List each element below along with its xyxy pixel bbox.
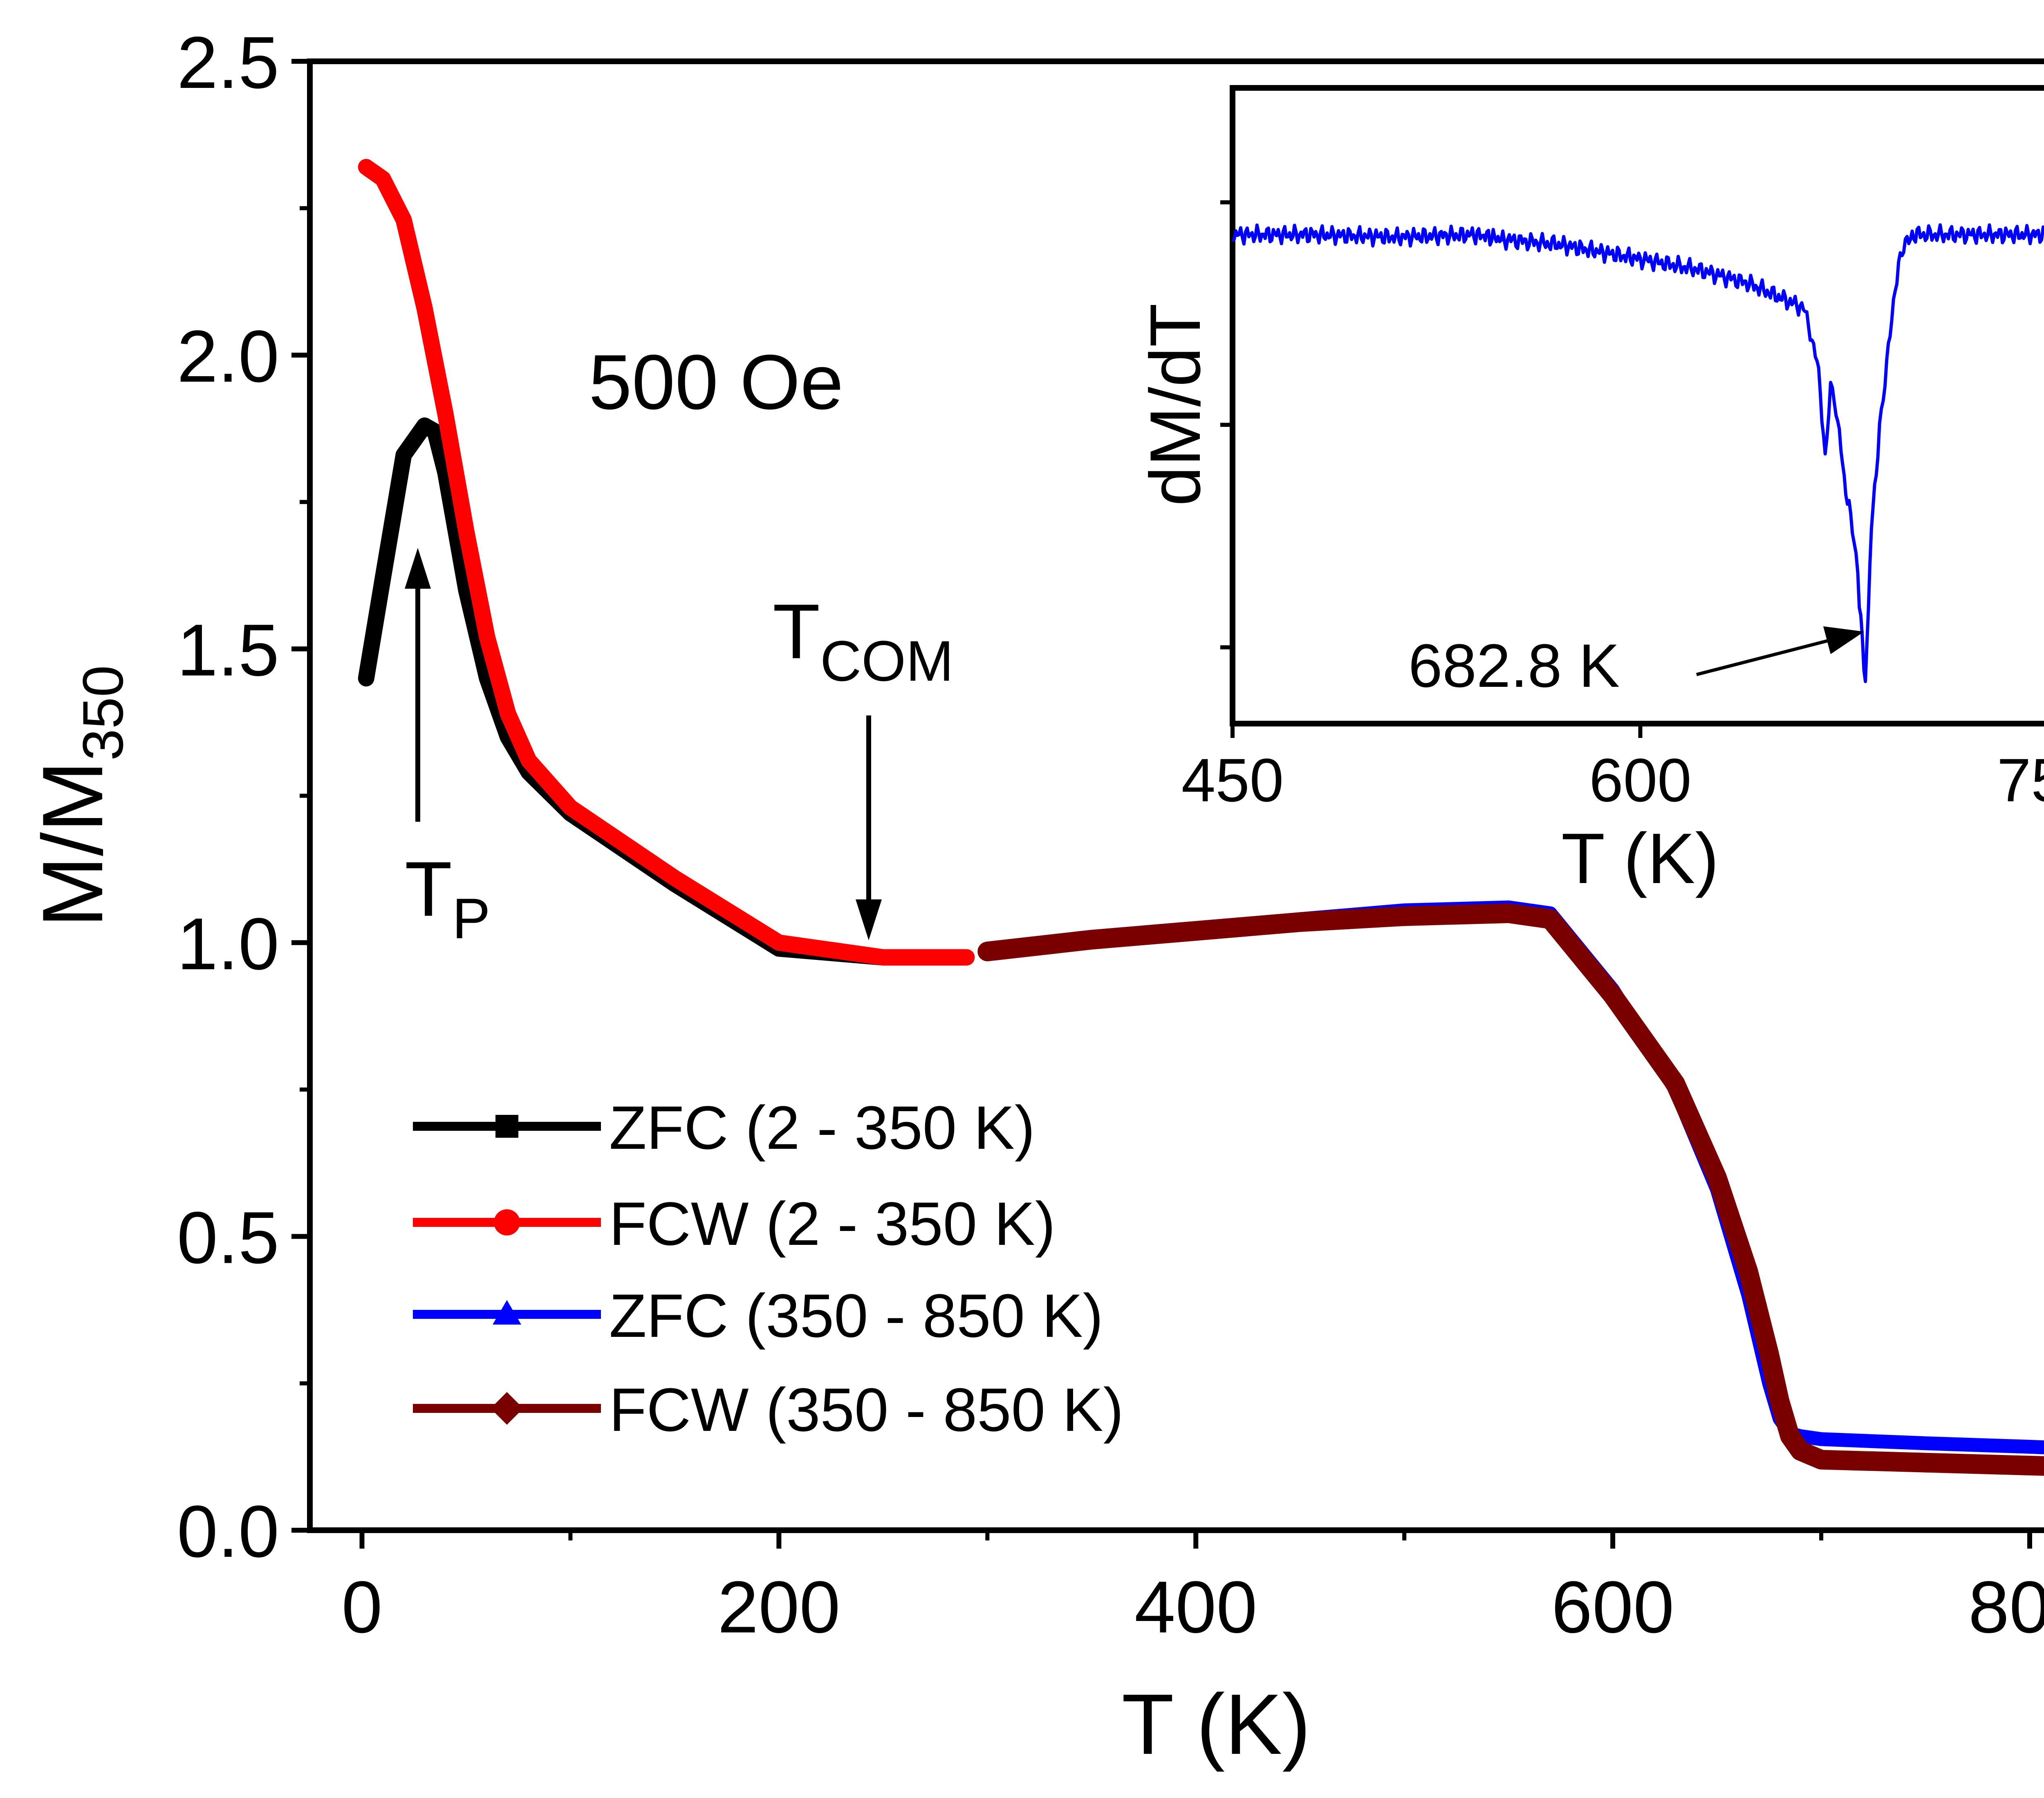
legend: ZFC (2 - 350 K) FCW (2 - 350 K) ZFC (350… bbox=[413, 1093, 1124, 1444]
y-tick-label: 0.5 bbox=[177, 1197, 279, 1279]
y-tick-label: 2.5 bbox=[177, 22, 279, 104]
tp-label: TP bbox=[405, 846, 490, 951]
legend-item: FCW (350 - 850 K) bbox=[413, 1375, 1124, 1444]
legend-label: ZFC (2 - 350 K) bbox=[609, 1093, 1035, 1162]
legend-marker-square bbox=[495, 1115, 518, 1138]
legend-marker-circle bbox=[494, 1209, 520, 1235]
legend-label: FCW (350 - 850 K) bbox=[609, 1375, 1124, 1444]
series-line bbox=[977, 903, 2044, 1476]
main-series-group bbox=[358, 159, 2044, 1476]
x-tick-label: 200 bbox=[717, 1566, 840, 1648]
legend-item: ZFC (350 - 850 K) bbox=[413, 1281, 1103, 1350]
series-line bbox=[358, 159, 975, 966]
y-axis-label: M/M350 bbox=[25, 665, 135, 928]
y-tick-label: 1.0 bbox=[177, 903, 279, 985]
inset-ticks-group: 450 600 750 bbox=[1181, 200, 2044, 814]
main-plot: 0 200 400 600 800 0.0 0.5 1.0 1.5 2.0 2.5 T (K) M/… bbox=[25, 22, 2044, 1772]
x-tick-label: 600 bbox=[1551, 1566, 1674, 1648]
legend-item: FCW (2 - 350 K) bbox=[413, 1189, 1056, 1258]
inset-series-group bbox=[1231, 223, 2044, 683]
x-tick-label: 0 bbox=[341, 1566, 382, 1648]
inset-series-line bbox=[1231, 223, 2044, 683]
inset-y-axis-label: dM/dT bbox=[1136, 303, 1215, 506]
legend-marker-diamond bbox=[491, 1392, 523, 1425]
y-tick-label: 2.0 bbox=[177, 316, 279, 398]
x-tick-label: 400 bbox=[1134, 1566, 1257, 1648]
tcom-arrow-head bbox=[856, 899, 882, 940]
y-tick-label: 1.5 bbox=[177, 609, 279, 691]
inset-x-tick-label: 600 bbox=[1589, 746, 1691, 814]
series-line bbox=[980, 900, 2044, 1455]
tcom-label: TCOM bbox=[773, 588, 954, 693]
inset-plot-frame bbox=[1230, 85, 2044, 726]
inset-x-tick-label: 750 bbox=[1997, 746, 2044, 814]
inset-plot: 450 600 750 T (K) dM/dT 682.8 K bbox=[1136, 85, 2044, 899]
tp-arrow-head bbox=[405, 548, 431, 589]
inset-peak-arrow-head bbox=[1823, 626, 1864, 654]
legend-item: ZFC (2 - 350 K) bbox=[413, 1093, 1035, 1162]
main-ticks-group: 0 200 400 600 800 0.0 0.5 1.0 1.5 2.0 2.5 bbox=[177, 22, 2044, 1648]
legend-label: FCW (2 - 350 K) bbox=[609, 1189, 1056, 1258]
inset-peak-annotation: 682.8 K bbox=[1408, 631, 1620, 700]
x-tick-label: 800 bbox=[1968, 1566, 2044, 1648]
legend-label: ZFC (350 - 850 K) bbox=[609, 1281, 1103, 1350]
field-annotation: 500 Oe bbox=[589, 339, 843, 426]
y-tick-label: 0.0 bbox=[177, 1491, 279, 1573]
legend-marker-triangle bbox=[493, 1300, 521, 1325]
inset-x-axis-label: T (K) bbox=[1561, 819, 1719, 899]
inset-peak-arrow-line bbox=[1696, 638, 1832, 676]
x-axis-label: T (K) bbox=[1122, 1676, 1311, 1772]
inset-x-tick-label: 450 bbox=[1181, 746, 1284, 814]
